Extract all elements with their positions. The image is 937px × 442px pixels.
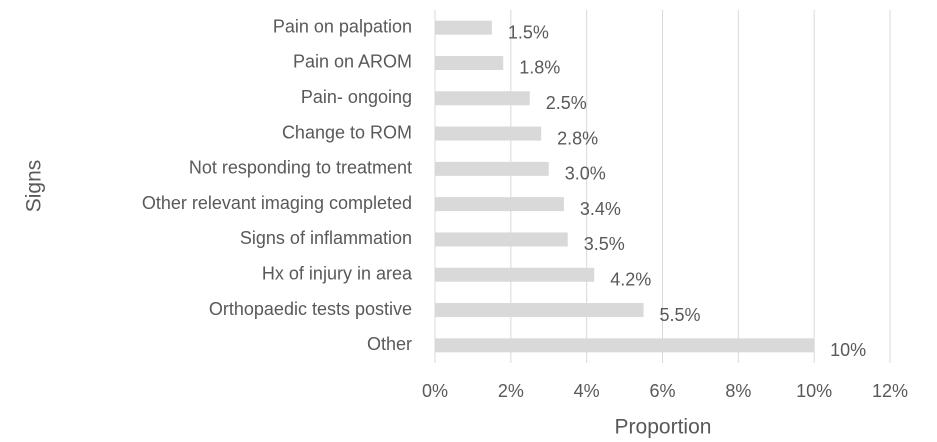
y-tick-label: Hx of injury in area [262,264,413,284]
bar [435,20,492,35]
x-tick-label: 0% [422,381,448,401]
y-tick-label: Pain- ongoing [301,87,412,107]
data-label: 3.4% [580,199,621,219]
data-label: 10% [830,340,866,360]
bar [435,126,542,141]
data-label: 5.5% [660,305,701,325]
bar [435,55,504,70]
data-label: 2.5% [546,93,587,113]
bar [435,303,644,318]
bar [435,267,595,282]
x-tick-label: 2% [498,381,524,401]
y-tick-label: Pain on AROM [293,52,412,72]
data-label: 3.0% [565,164,606,184]
data-label: 1.5% [508,22,549,42]
x-tick-label: 12% [872,381,908,401]
bar [435,197,564,212]
bar [435,91,530,106]
x-tick-label: 4% [574,381,600,401]
data-label: 3.5% [584,234,625,254]
y-tick-label: Signs of inflammation [240,228,412,248]
y-axis-title: Signs [23,160,46,213]
bar [435,161,549,176]
bar [435,232,568,247]
y-tick-label: Not responding to treatment [189,158,412,178]
y-tick-label: Other relevant imaging completed [142,193,412,213]
x-tick-label: 8% [725,381,751,401]
x-tick-label: 10% [796,381,832,401]
data-label: 2.8% [557,128,598,148]
y-tick-label: Other [367,334,412,354]
data-label: 1.8% [519,58,560,78]
y-tick-label: Orthopaedic tests postive [209,299,412,319]
bar [435,338,815,353]
y-tick-label: Pain on palpation [273,16,412,36]
x-tick-label: 6% [649,381,675,401]
x-axis-title: Proportion [615,416,712,439]
y-tick-label: Change to ROM [282,122,412,142]
data-label: 4.2% [610,270,651,290]
